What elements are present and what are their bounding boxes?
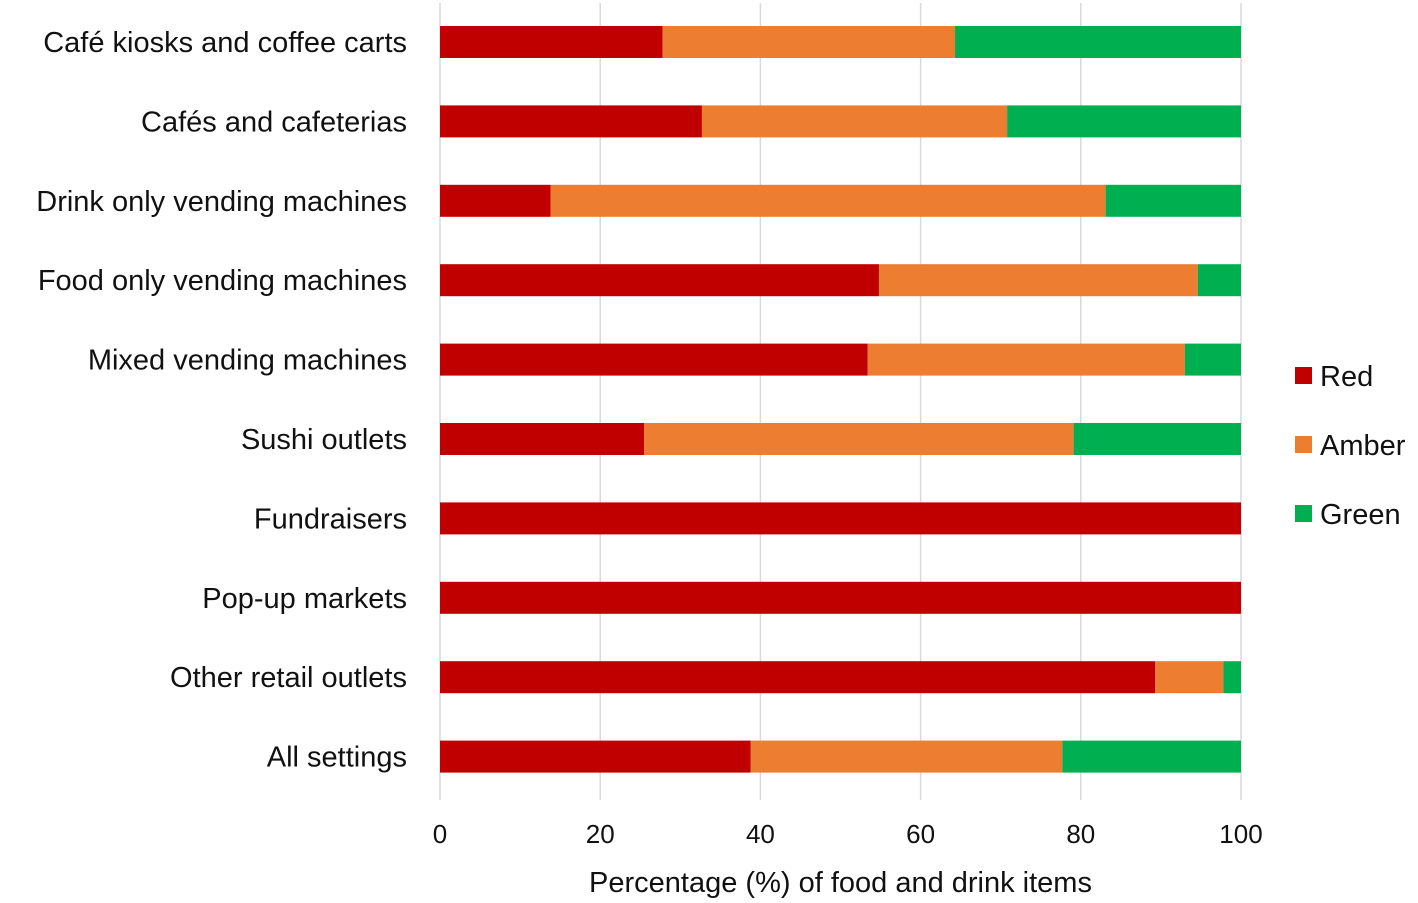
- bar-amber-caf-kiosks-and-coffee-carts: [662, 26, 956, 58]
- x-tick-100: 100: [1219, 819, 1262, 849]
- bar-green-other-retail-outlets: [1223, 661, 1241, 694]
- x-tick-labels: 0 20 40 60 80 100: [433, 819, 1263, 849]
- category-label-all-settings: All settings: [267, 742, 407, 774]
- bar-green-caf-kiosks-and-coffee-carts: [955, 26, 1241, 58]
- x-tick-80: 80: [1066, 819, 1095, 849]
- category-label-other-retail-outlets: Other retail outlets: [170, 662, 407, 694]
- bar-red-sushi-outlets: [440, 423, 645, 455]
- bar-green-caf-s-and-cafeterias: [1007, 105, 1241, 138]
- legend-label-amber: Amber: [1320, 430, 1406, 462]
- x-tick-40: 40: [746, 819, 775, 849]
- bar-red-other-retail-outlets: [440, 661, 1156, 694]
- bar-red-food-only-vending-machines: [440, 264, 879, 297]
- x-tick-60: 60: [906, 819, 935, 849]
- bar-red-pop-up-markets: [440, 581, 1241, 614]
- legend-swatch-red: [1295, 367, 1312, 384]
- legend-label-green: Green: [1320, 499, 1401, 531]
- bar-amber-all-settings: [750, 740, 1063, 773]
- bar-green-drink-only-vending-machines: [1105, 184, 1241, 217]
- bar-amber-mixed-vending-machines: [867, 343, 1185, 376]
- x-tick-0: 0: [433, 819, 447, 849]
- bar-amber-other-retail-outlets: [1155, 661, 1224, 694]
- x-tick-20: 20: [586, 819, 615, 849]
- x-axis-title: Percentage (%) of food and drink items: [589, 867, 1092, 899]
- bar-red-mixed-vending-machines: [440, 343, 868, 376]
- bar-red-all-settings: [440, 740, 751, 773]
- category-label-food-only-vending-machines: Food only vending machines: [38, 265, 407, 297]
- bar-red-drink-only-vending-machines: [440, 184, 551, 217]
- bar-amber-food-only-vending-machines: [878, 264, 1198, 297]
- category-label-caf-s-and-cafeterias: Cafés and cafeterias: [141, 106, 407, 138]
- bar-amber-sushi-outlets: [644, 423, 1074, 455]
- legend: Red Amber Green: [1295, 361, 1406, 531]
- category-label-sushi-outlets: Sushi outlets: [241, 424, 407, 456]
- category-label-drink-only-vending-machines: Drink only vending machines: [36, 186, 407, 218]
- legend-label-red: Red: [1320, 361, 1373, 393]
- bar-green-food-only-vending-machines: [1197, 264, 1241, 297]
- bar-amber-drink-only-vending-machines: [550, 184, 1106, 217]
- category-label-caf-kiosks-and-coffee-carts: Café kiosks and coffee carts: [43, 27, 407, 59]
- bar-red-fundraisers: [440, 502, 1241, 535]
- legend-swatch-amber: [1295, 436, 1312, 453]
- bar-green-sushi-outlets: [1073, 423, 1241, 455]
- category-label-fundraisers: Fundraisers: [254, 503, 407, 535]
- bar-green-all-settings: [1062, 740, 1241, 773]
- bar-green-mixed-vending-machines: [1184, 343, 1241, 376]
- bar-amber-caf-s-and-cafeterias: [701, 105, 1008, 138]
- category-label-pop-up-markets: Pop-up markets: [202, 583, 407, 615]
- bar-red-caf-s-and-cafeterias: [440, 105, 702, 138]
- category-label-mixed-vending-machines: Mixed vending machines: [88, 345, 407, 377]
- bar-red-caf-kiosks-and-coffee-carts: [440, 26, 663, 58]
- legend-swatch-green: [1295, 505, 1312, 522]
- bars: [440, 26, 1241, 773]
- category-labels: Café kiosks and coffee carts Cafés and ca…: [36, 27, 407, 774]
